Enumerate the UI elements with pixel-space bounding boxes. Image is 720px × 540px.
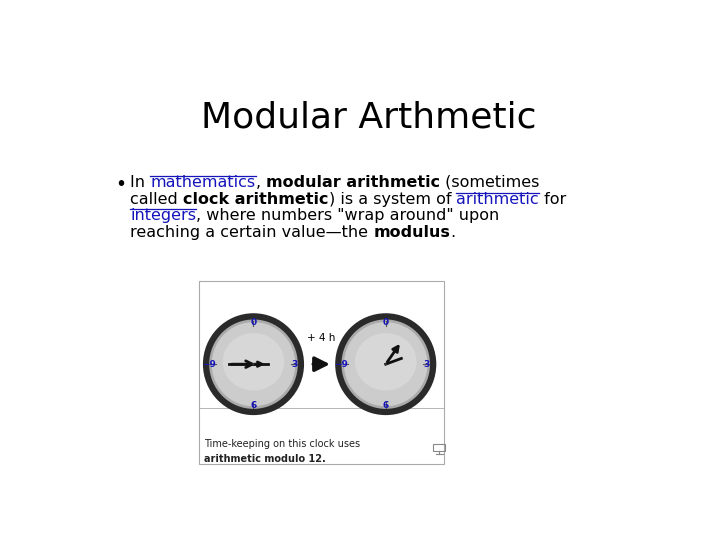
Text: arithmetic modulo 12.: arithmetic modulo 12. (204, 454, 326, 463)
Text: ,: , (256, 175, 266, 190)
Text: , where numbers "wrap around" upon: , where numbers "wrap around" upon (197, 208, 500, 223)
Text: •: • (114, 175, 126, 194)
Text: 3: 3 (292, 360, 297, 369)
Ellipse shape (384, 363, 387, 366)
Ellipse shape (355, 333, 417, 390)
Text: 0: 0 (251, 318, 256, 327)
Ellipse shape (252, 363, 255, 366)
Text: ) is a system of: ) is a system of (328, 192, 456, 207)
Ellipse shape (338, 316, 433, 412)
Text: .: . (450, 225, 456, 240)
Text: clock arithmetic: clock arithmetic (183, 192, 328, 207)
Text: 6: 6 (251, 401, 256, 410)
Ellipse shape (206, 316, 301, 412)
Text: Modular Arthmetic: Modular Arthmetic (202, 100, 536, 134)
Text: for: for (539, 192, 566, 207)
Text: reaching a certain value—the: reaching a certain value—the (130, 225, 374, 240)
Text: mathematics: mathematics (150, 175, 256, 190)
Text: (sometimes: (sometimes (440, 175, 539, 190)
Text: + 4 h: + 4 h (307, 333, 336, 343)
Ellipse shape (212, 322, 295, 406)
Text: 6: 6 (382, 401, 389, 410)
Text: In: In (130, 175, 150, 190)
Text: arithmetic: arithmetic (456, 192, 539, 207)
Text: integers: integers (130, 208, 197, 223)
FancyBboxPatch shape (199, 281, 444, 464)
Text: 3: 3 (423, 360, 430, 369)
Ellipse shape (222, 333, 284, 390)
Text: modular arithmetic: modular arithmetic (266, 175, 440, 190)
Text: modulus: modulus (374, 225, 450, 240)
Text: Time-keeping on this clock uses: Time-keeping on this clock uses (204, 439, 361, 449)
Ellipse shape (344, 322, 428, 406)
Text: −9: −9 (334, 360, 348, 369)
Text: called: called (130, 192, 183, 207)
Text: −9: −9 (202, 360, 215, 369)
Text: 0: 0 (382, 318, 389, 327)
